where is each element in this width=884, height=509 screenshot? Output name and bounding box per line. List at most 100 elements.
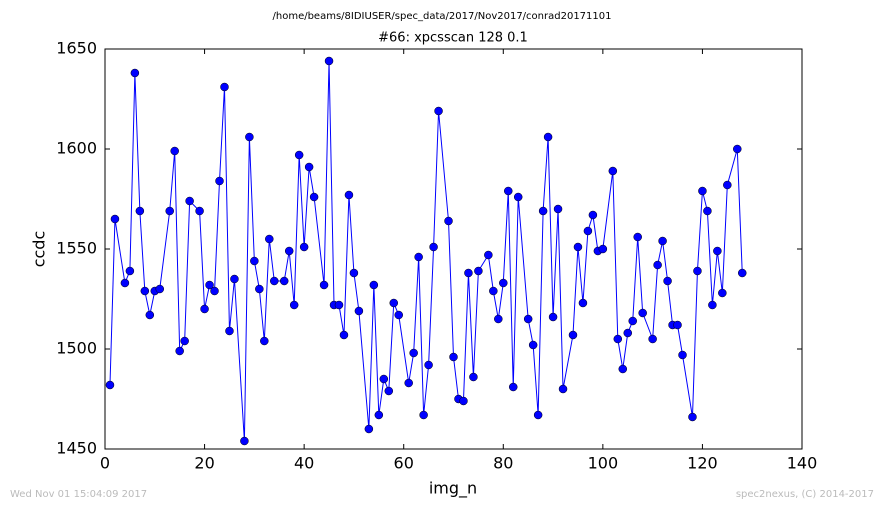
data-point bbox=[145, 310, 155, 320]
x-tick-label: 80 bbox=[493, 454, 513, 473]
data-point bbox=[673, 320, 682, 330]
data-point bbox=[195, 206, 204, 216]
data-point bbox=[613, 334, 623, 344]
data-point bbox=[374, 410, 384, 420]
data-point bbox=[653, 260, 662, 270]
data-point bbox=[489, 286, 498, 296]
x-tick-label: 40 bbox=[294, 454, 314, 473]
data-point bbox=[484, 250, 493, 260]
data-point bbox=[284, 246, 294, 256]
data-point bbox=[175, 346, 184, 356]
chart-title: #66: xpcsscan 128 0.1 bbox=[378, 31, 528, 46]
data-point bbox=[538, 206, 548, 216]
data-point bbox=[718, 288, 727, 298]
data-point bbox=[344, 190, 354, 200]
data-point bbox=[693, 266, 702, 276]
data-point bbox=[205, 280, 214, 290]
data-point bbox=[165, 206, 174, 216]
data-point bbox=[339, 330, 349, 340]
data-point bbox=[319, 280, 329, 290]
x-tick-label: 60 bbox=[394, 454, 414, 473]
y-tick-label: 1650 bbox=[56, 39, 97, 58]
data-point bbox=[394, 310, 403, 320]
data-point bbox=[245, 132, 254, 142]
data-point bbox=[494, 314, 503, 324]
data-point bbox=[733, 144, 742, 154]
data-point bbox=[708, 300, 717, 310]
data-point bbox=[553, 204, 563, 214]
data-point bbox=[523, 314, 533, 324]
data-point bbox=[105, 380, 115, 390]
data-point bbox=[309, 192, 319, 202]
data-point bbox=[225, 326, 234, 336]
plot-frame bbox=[104, 48, 803, 450]
data-point bbox=[130, 68, 140, 78]
data-point bbox=[200, 304, 209, 314]
data-point bbox=[723, 180, 732, 190]
data-point bbox=[608, 166, 618, 176]
data-point bbox=[623, 328, 632, 338]
data-point bbox=[140, 286, 150, 296]
data-point bbox=[568, 330, 578, 340]
file-path: /home/beams/8IDIUSER/spec_data/2017/Nov2… bbox=[273, 11, 612, 22]
data-point bbox=[434, 106, 443, 116]
data-point bbox=[220, 82, 229, 92]
data-point bbox=[404, 378, 413, 388]
y-axis-label: ccdc bbox=[30, 231, 49, 268]
data-point bbox=[528, 340, 538, 350]
data-point bbox=[663, 276, 672, 286]
x-tick-label: 140 bbox=[787, 454, 818, 473]
data-point bbox=[180, 336, 189, 346]
data-point bbox=[449, 352, 458, 362]
data-point bbox=[633, 232, 642, 242]
data-point bbox=[279, 276, 289, 286]
data-point bbox=[135, 206, 145, 216]
y-tick-label: 1450 bbox=[56, 439, 97, 458]
data-point bbox=[573, 242, 583, 252]
data-point bbox=[230, 274, 239, 284]
data-point bbox=[658, 236, 667, 246]
data-point bbox=[588, 210, 598, 220]
data-point bbox=[250, 256, 259, 266]
data-point bbox=[628, 316, 637, 326]
data-point bbox=[504, 186, 513, 196]
data-point bbox=[444, 216, 453, 226]
x-tick-label: 20 bbox=[194, 454, 214, 473]
data-point bbox=[638, 308, 647, 318]
data-point bbox=[270, 276, 279, 286]
data-point bbox=[389, 298, 399, 308]
data-point bbox=[255, 284, 264, 294]
data-point bbox=[474, 266, 483, 276]
data-point bbox=[414, 252, 423, 262]
data-point bbox=[125, 266, 135, 276]
data-point bbox=[409, 348, 418, 358]
data-point bbox=[379, 374, 389, 384]
footer-credit: spec2nexus, (C) 2014-2017 bbox=[736, 489, 874, 500]
data-point bbox=[543, 132, 553, 142]
data-point bbox=[508, 382, 518, 392]
data-point bbox=[349, 268, 359, 278]
data-point bbox=[210, 286, 219, 296]
data-point bbox=[548, 312, 558, 322]
data-point bbox=[364, 424, 374, 434]
data-point bbox=[499, 278, 508, 288]
data-point bbox=[678, 350, 687, 360]
data-point bbox=[513, 192, 523, 202]
series-line bbox=[109, 60, 743, 442]
data-point bbox=[240, 436, 249, 446]
y-tick-label: 1550 bbox=[56, 239, 97, 258]
data-point bbox=[265, 234, 274, 244]
data-point bbox=[464, 268, 473, 278]
data-point bbox=[459, 396, 468, 406]
data-point bbox=[299, 242, 309, 252]
data-point bbox=[294, 150, 304, 160]
data-point bbox=[424, 360, 433, 370]
data-point bbox=[170, 146, 179, 156]
data-point bbox=[618, 364, 628, 374]
x-axis-label: img_n bbox=[429, 479, 477, 499]
data-point bbox=[334, 300, 344, 310]
data-point bbox=[304, 162, 314, 172]
data-point bbox=[469, 372, 478, 382]
data-point bbox=[533, 410, 543, 420]
